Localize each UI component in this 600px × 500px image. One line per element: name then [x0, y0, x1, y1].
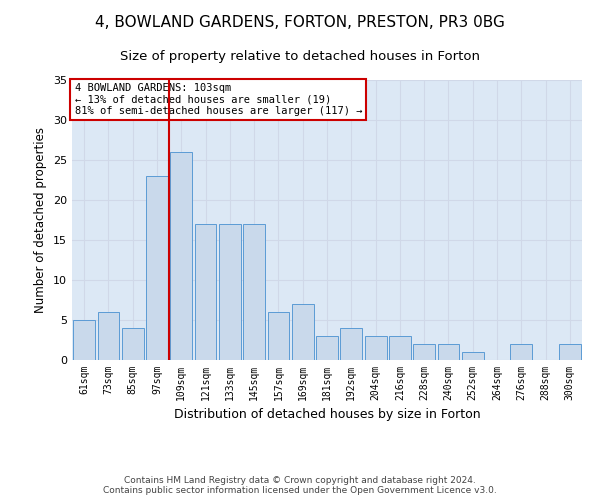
- Bar: [268, 312, 289, 360]
- Text: Contains HM Land Registry data © Crown copyright and database right 2024.
Contai: Contains HM Land Registry data © Crown c…: [103, 476, 497, 495]
- Bar: [365, 336, 386, 360]
- Bar: [340, 328, 362, 360]
- Y-axis label: Number of detached properties: Number of detached properties: [34, 127, 47, 313]
- Text: 4 BOWLAND GARDENS: 103sqm
← 13% of detached houses are smaller (19)
81% of semi-: 4 BOWLAND GARDENS: 103sqm ← 13% of detac…: [74, 83, 362, 116]
- Bar: [511, 344, 532, 360]
- Bar: [219, 224, 241, 360]
- Bar: [316, 336, 338, 360]
- Bar: [97, 312, 119, 360]
- Bar: [437, 344, 460, 360]
- Bar: [146, 176, 168, 360]
- Bar: [413, 344, 435, 360]
- Text: 4, BOWLAND GARDENS, FORTON, PRESTON, PR3 0BG: 4, BOWLAND GARDENS, FORTON, PRESTON, PR3…: [95, 15, 505, 30]
- Text: Size of property relative to detached houses in Forton: Size of property relative to detached ho…: [120, 50, 480, 63]
- Bar: [559, 344, 581, 360]
- Bar: [243, 224, 265, 360]
- Bar: [122, 328, 143, 360]
- Bar: [170, 152, 192, 360]
- Bar: [73, 320, 95, 360]
- Bar: [194, 224, 217, 360]
- X-axis label: Distribution of detached houses by size in Forton: Distribution of detached houses by size …: [173, 408, 481, 422]
- Bar: [389, 336, 411, 360]
- Bar: [462, 352, 484, 360]
- Bar: [292, 304, 314, 360]
